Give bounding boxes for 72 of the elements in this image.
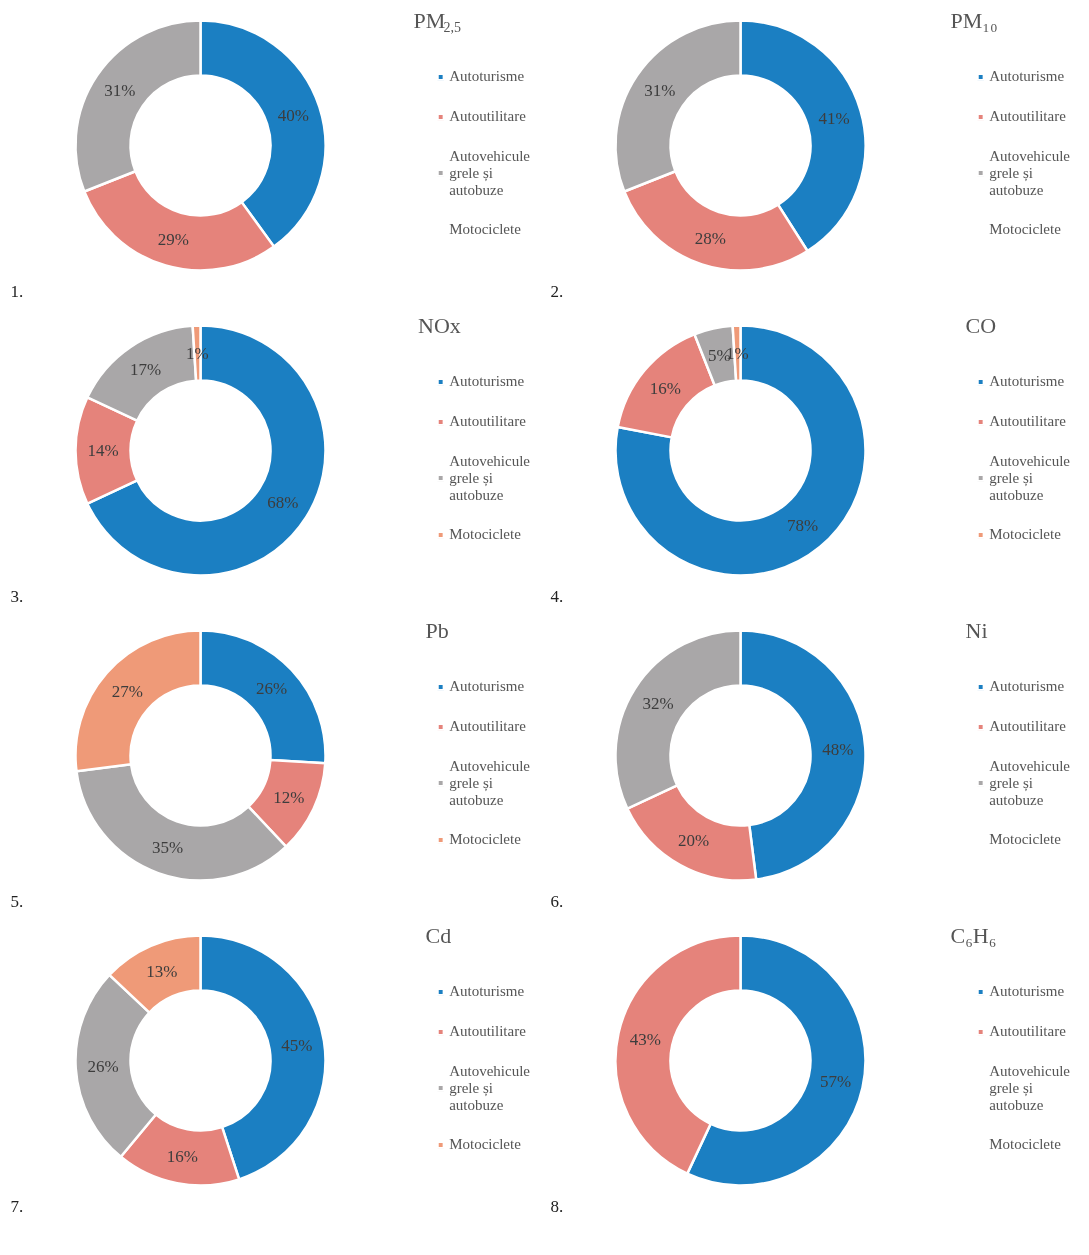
text: 4.: [550, 587, 564, 606]
chart-title: NOx: [418, 313, 461, 338]
data-label: 41%: [818, 108, 850, 128]
legend-label: Autoutilitare: [989, 1022, 1066, 1040]
chart-title: Ni: [965, 618, 988, 643]
legend-label: Autoutilitare: [989, 412, 1066, 430]
legend-label: Autoutilitare: [449, 717, 526, 735]
legend-label: Autoturisme: [989, 67, 1065, 85]
data-label: 57%: [820, 1072, 852, 1092]
data-label: 43%: [629, 1029, 661, 1049]
legend-label: Autoutilitare: [449, 107, 526, 125]
data-label: 20%: [677, 831, 710, 851]
text: 2.: [550, 282, 564, 301]
legend-label: Autoutilitare: [449, 1022, 526, 1040]
legend-label: Motociclete: [449, 830, 521, 848]
text: 3.: [10, 587, 24, 606]
text: 8.: [550, 1197, 564, 1216]
legend-label: Autoturisme: [989, 677, 1065, 695]
legend-label: Motociclete: [449, 525, 521, 543]
data-label: 31%: [104, 81, 136, 101]
legend-label: Autoturisme: [449, 677, 525, 695]
data-label: 26%: [255, 679, 288, 699]
legend-label: Autovehicule grele și autobuze: [989, 147, 1070, 198]
legend-label: Autovehicule grele și autobuze: [449, 147, 530, 198]
data-label: 17%: [130, 360, 162, 380]
legend-label: Autoturisme: [449, 982, 525, 1000]
data-label: 16%: [649, 378, 681, 398]
data-label: 29%: [157, 229, 189, 249]
chart-title: CO: [965, 313, 997, 338]
category-label: Autovehicule grele și autobuze: [989, 1062, 1070, 1112]
data-label: 1%: [186, 343, 209, 363]
legend-label: Autoturisme: [449, 372, 525, 390]
legend-label: Autoturisme: [989, 982, 1065, 1000]
data-label: 12%: [273, 787, 305, 807]
legend-label: Autovehicule grele și autobuze: [449, 1062, 530, 1113]
legend-label: Autoturisme: [449, 67, 525, 85]
data-label: 68%: [267, 493, 299, 513]
legend-label: Autoutilitare: [449, 412, 526, 430]
data-label: 40%: [277, 105, 309, 125]
legend-label: Motociclete: [989, 525, 1061, 543]
data-label: 48%: [822, 739, 854, 759]
text: 7.: [10, 1197, 24, 1216]
chart-title: Pb: [425, 618, 449, 643]
data-label: 13%: [146, 961, 178, 981]
text: 1.: [10, 282, 24, 301]
category-label: Motociclete: [989, 830, 1061, 847]
data-label: 31%: [644, 81, 676, 101]
category-label: Motociclete: [989, 220, 1061, 237]
text: 5.: [10, 892, 24, 911]
data-label: 45%: [281, 1035, 313, 1055]
data-label: 78%: [787, 516, 819, 536]
data-label: 27%: [111, 681, 143, 701]
data-label: 16%: [166, 1146, 198, 1166]
chart-title: C₆H₆: [950, 923, 997, 948]
chart-title: Cd: [425, 923, 452, 948]
data-label: 26%: [87, 1057, 119, 1077]
category-label: Motociclete: [989, 1135, 1061, 1152]
legend-label: Motociclete: [449, 1135, 521, 1153]
legend-label: Autoutilitare: [989, 107, 1066, 125]
data-label: 32%: [642, 693, 674, 713]
data-label: 28%: [694, 228, 726, 248]
data-label: 14%: [87, 441, 119, 460]
legend-label: Autovehicule grele și autobuze: [989, 757, 1070, 808]
legend-label: Autoutilitare: [989, 717, 1066, 735]
legend-label: Autovehicule grele și autobuze: [449, 452, 530, 503]
chart-title: PM₁₀: [950, 8, 998, 33]
legend-label: Autovehicule grele și autobuze: [989, 452, 1070, 503]
category-label: Motociclete: [449, 220, 521, 237]
legend-label: Autoturisme: [989, 372, 1065, 390]
legend-label: Autovehicule grele și autobuze: [449, 757, 530, 808]
text: 6.: [550, 892, 564, 911]
data-label: 35%: [151, 837, 184, 857]
